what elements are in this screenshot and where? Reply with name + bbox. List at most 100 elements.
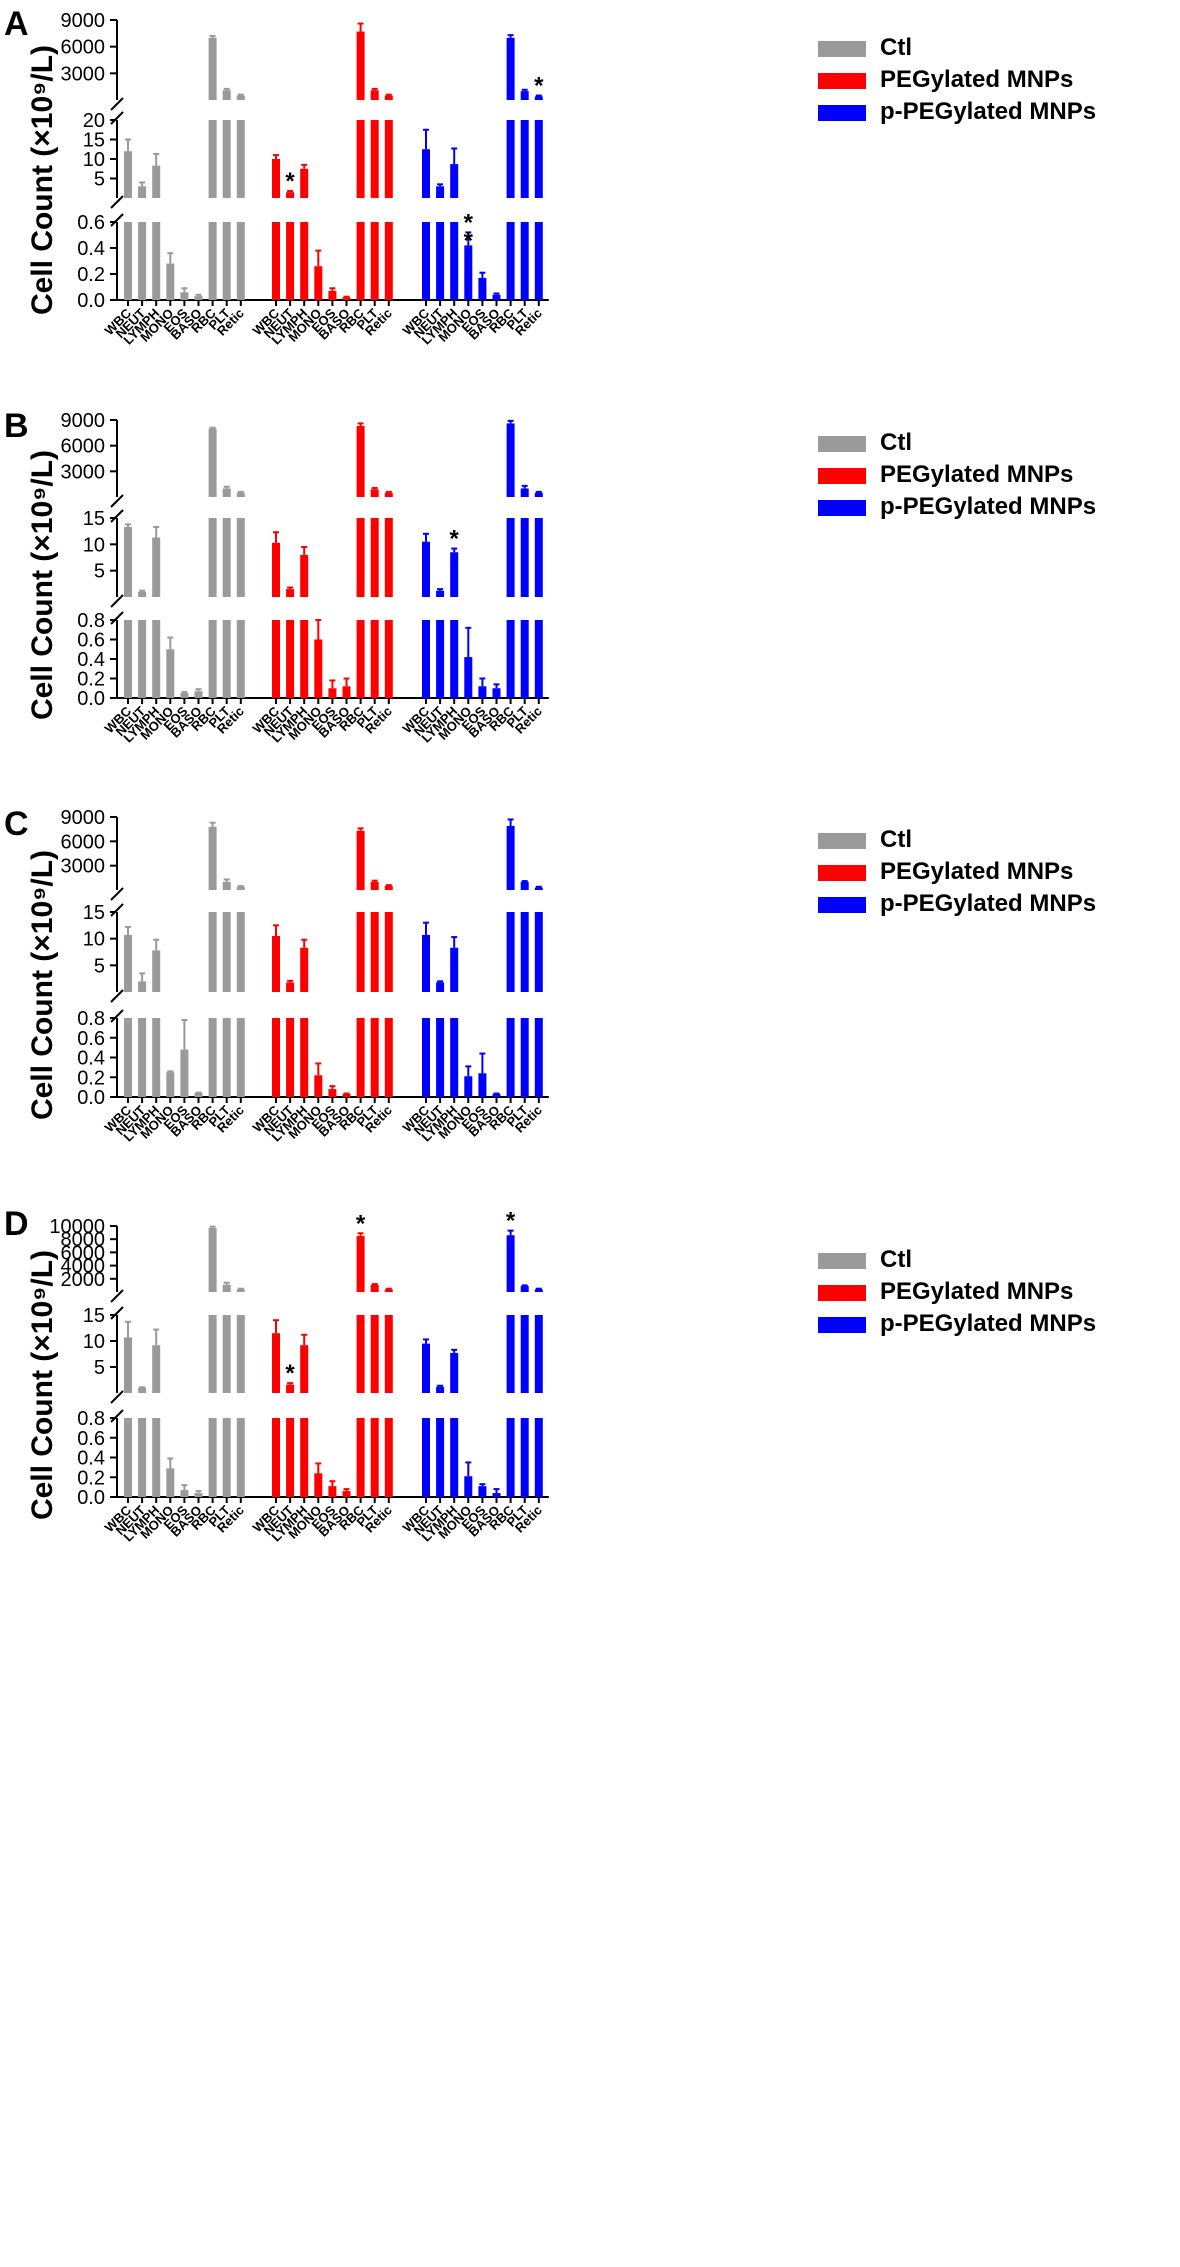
axis-break-mark [110,594,124,608]
bar-pegylated-mnps-NEUT [286,620,295,698]
bar-p-pegylated-mnps-Retic [534,912,543,992]
bar-pegylated-mnps-WBC [272,1333,280,1393]
y-tick-label: 0.8 [77,1408,105,1430]
bar-p-pegylated-mnps-PLT [520,1418,529,1497]
bar-pegylated-mnps-PLT [370,881,379,890]
bar-ctl-BASO [194,296,203,300]
bar-p-pegylated-mnps-RBC [506,825,515,890]
bar-pegylated-mnps-RBC [356,1018,365,1097]
legend-swatch-0 [818,1253,866,1269]
bar-ctl-RBC [208,222,217,300]
bar-ctl-LYMPH [152,1018,161,1097]
bar-ctl-WBC [124,1018,132,1097]
bar-p-pegylated-mnps-WBC [422,1418,430,1497]
panel-label-B: B [4,407,29,445]
bar-p-pegylated-mnps-PLT [520,488,529,497]
bar-pegylated-mnps-Retic [384,518,393,597]
bar-pegylated-mnps-PLT [370,620,379,698]
bar-ctl-LYMPH [152,222,161,300]
bar-ctl-MONO [166,1072,175,1097]
bar-p-pegylated-mnps-RBC [506,620,515,698]
bar-p-pegylated-mnps-Retic [534,1315,543,1393]
bar-ctl-EOS [180,1049,189,1097]
bar-p-pegylated-mnps-Retic [534,1018,543,1097]
bar-ctl-WBC [124,1418,132,1497]
bar-ctl-Retic [236,1418,245,1497]
bar-p-pegylated-mnps-LYMPH [450,620,459,698]
bar-pegylated-mnps-MONO [314,266,323,300]
bar-ctl-Retic [236,1289,245,1292]
bar-ctl-BASO [194,691,203,698]
axis-break-mark [110,887,124,901]
y-axis-title: Cell Count (×10⁹/L) [26,45,59,315]
axis-break-mark [110,611,124,625]
bar-ctl-RBC [208,37,217,100]
y-tick-label: 0.6 [77,630,105,652]
bar-p-pegylated-mnps-Retic [534,492,543,497]
bar-pegylated-mnps-EOS [328,1089,337,1097]
bar-ctl-MONO [166,1468,175,1497]
bar-ctl-BASO [194,1493,203,1497]
axis-break-mark [110,1289,124,1303]
bar-ctl-RBC [208,120,217,198]
bar-pegylated-mnps-RBC [356,31,365,100]
bar-p-pegylated-mnps-BASO [492,1094,501,1097]
bar-p-pegylated-mnps-Retic [534,1289,543,1292]
significance-star: * [534,73,544,100]
y-tick-label: 0.6 [77,212,105,234]
y-tick-label: 5 [94,955,105,977]
bar-p-pegylated-mnps-WBC [422,222,430,300]
bar-ctl-Retic [236,1018,245,1097]
bar-ctl-Retic [236,518,245,597]
bar-ctl-EOS [180,1490,189,1497]
bar-p-pegylated-mnps-WBC [422,934,430,992]
bar-pegylated-mnps-MONO [314,1473,323,1497]
bar-ctl-PLT [222,222,231,300]
bar-pegylated-mnps-Retic [384,222,393,300]
axis-break-mark [110,195,124,209]
y-tick-label: 5 [94,561,105,583]
bar-pegylated-mnps-RBC [356,1418,365,1497]
y-tick-label: 0.4 [77,1448,105,1470]
bar-pegylated-mnps-Retic [384,620,393,698]
bar-pegylated-mnps-NEUT [286,1018,295,1097]
y-tick-label: 6000 [61,831,106,853]
y-tick-label: 9000 [61,10,106,32]
bar-pegylated-mnps-MONO [314,639,323,698]
bar-ctl-NEUT [138,620,147,698]
bar-p-pegylated-mnps-WBC [422,1018,430,1097]
bar-p-pegylated-mnps-RBC [506,1235,515,1292]
y-tick-label: 0.0 [77,1487,105,1509]
bar-ctl-RBC [208,1018,217,1097]
bar-ctl-NEUT [138,1018,147,1097]
bar-p-pegylated-mnps-LYMPH [450,222,459,300]
bar-pegylated-mnps-PLT [370,120,379,198]
y-tick-label: 10 [83,534,105,556]
bar-pegylated-mnps-LYMPH [300,947,309,992]
bar-p-pegylated-mnps-LYMPH [450,1352,459,1393]
axis-break-mark [110,213,124,227]
bar-pegylated-mnps-RBC [356,912,365,992]
bar-ctl-NEUT [138,186,147,198]
y-tick-label: 10 [83,1331,105,1353]
bar-ctl-RBC [208,912,217,992]
bar-pegylated-mnps-BASO [342,297,351,300]
axis-break-mark [110,509,124,523]
y-tick-label: 9000 [61,410,106,432]
bar-ctl-NEUT [138,1387,147,1393]
bar-ctl-RBC [208,428,217,497]
significance-star: * [356,1210,366,1237]
legend-label-1: PEGylated MNPs [880,66,1073,93]
bar-ctl-BASO [194,1093,203,1097]
bar-p-pegylated-mnps-PLT [520,1315,529,1393]
bar-pegylated-mnps-Retic [384,1418,393,1497]
bar-pegylated-mnps-NEUT [286,1384,295,1393]
bar-pegylated-mnps-RBC [356,1235,365,1292]
bar-p-pegylated-mnps-PLT [520,518,529,597]
bar-p-pegylated-mnps-NEUT [436,590,445,597]
bar-ctl-LYMPH [152,1418,161,1497]
y-tick-label: 0.2 [77,1067,105,1089]
bar-ctl-WBC [124,526,132,597]
bar-p-pegylated-mnps-RBC [506,1418,515,1497]
bar-pegylated-mnps-LYMPH [300,1018,309,1097]
